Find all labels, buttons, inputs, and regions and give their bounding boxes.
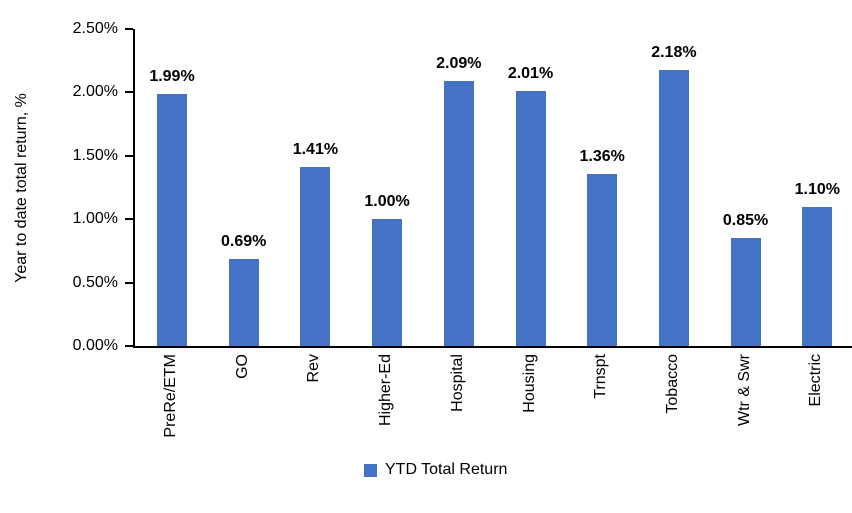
y-tick-mark — [125, 218, 133, 221]
y-tick-label: 2.50% — [72, 20, 118, 37]
y-tick-mark — [125, 91, 133, 94]
y-axis-title: Year to date total return, % — [13, 93, 30, 283]
bar-prere-etm — [157, 93, 187, 346]
data-label: 2.01% — [507, 65, 554, 83]
bar-go — [228, 258, 259, 346]
x-axis-label: Hospital — [448, 354, 466, 412]
x-axis-label: GO — [233, 354, 251, 379]
y-tick-mark — [125, 28, 133, 30]
y-tick-mark — [125, 345, 133, 347]
x-axis-label: PreRe/ETM — [162, 354, 179, 438]
bar-wtr-swr — [730, 238, 761, 346]
y-tick-label: 2.00% — [72, 83, 118, 101]
data-label: 1.99% — [149, 67, 195, 85]
y-tick-label: 1.50% — [72, 146, 118, 164]
data-label: 1.41% — [292, 141, 339, 159]
legend-swatch-icon — [364, 463, 377, 477]
bar-electric — [802, 206, 833, 346]
data-label: 2.09% — [436, 54, 482, 72]
data-label: 0.69% — [221, 232, 267, 250]
x-axis-label: Wtr & Swr — [735, 354, 753, 426]
data-label: 0.85% — [722, 212, 769, 230]
bar-housing — [515, 91, 546, 346]
x-axis-label: Electric — [807, 354, 825, 407]
x-axis-label: Rev — [305, 354, 323, 383]
data-label: 1.10% — [794, 180, 840, 198]
data-label: 1.36% — [579, 147, 625, 165]
bar-hospital — [443, 80, 474, 346]
bar-tobacco — [658, 69, 689, 346]
data-label: 2.18% — [651, 43, 697, 61]
y-tick-label: 0.50% — [72, 273, 118, 291]
bar-higher-ed — [372, 219, 403, 346]
y-tick-mark — [125, 154, 133, 157]
y-tick-label: 0.00% — [72, 337, 118, 354]
legend: YTD Total Return — [364, 461, 507, 479]
data-label: 1.00% — [364, 193, 410, 211]
y-tick-label: 1.00% — [72, 210, 118, 228]
x-axis-line — [133, 346, 852, 348]
x-axis-label: Housing — [520, 354, 538, 413]
x-axis-label: Trnspt — [592, 354, 610, 399]
x-axis-label: Higher-Ed — [377, 354, 395, 427]
x-axis-label: Tobacco — [663, 354, 681, 414]
bar-rev — [300, 167, 331, 346]
bar-trnspt — [587, 173, 618, 346]
y-tick-mark — [125, 281, 133, 284]
legend-label: YTD Total Return — [385, 461, 508, 478]
y-axis-line — [133, 29, 135, 346]
